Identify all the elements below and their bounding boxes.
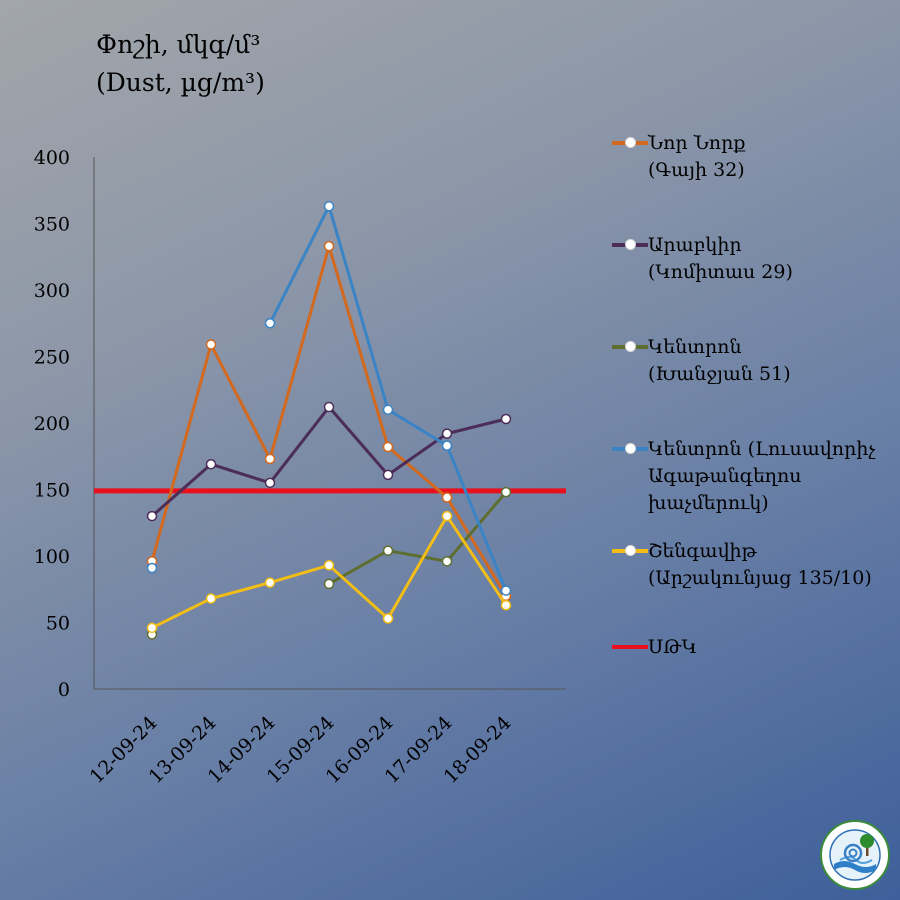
legend-label: Շենգավիթ <box>648 540 757 562</box>
data-point <box>382 545 394 556</box>
data-point <box>500 413 512 425</box>
data-point <box>264 453 276 465</box>
y-tick-label: 400 <box>34 147 70 169</box>
legend-label: (Խանջյան 51) <box>648 363 791 385</box>
series-line <box>328 491 508 586</box>
series-1 <box>146 240 512 602</box>
data-point <box>441 556 453 567</box>
legend-swatch <box>612 239 648 250</box>
legend-label: (Արշակունյաց 135/10) <box>648 567 872 589</box>
legend-label: Արաբկիր <box>648 234 742 256</box>
legend-label: Կենտրոն (Լուսավորիչ <box>648 438 876 460</box>
chart-axes: 05010015020025030035040012-09-2413-09-24… <box>34 147 566 788</box>
chart-title: Փոշի, մկգ/մ³ (Dust, µg/m³) <box>96 26 265 102</box>
legend-marker <box>625 341 636 352</box>
data-point <box>441 440 453 451</box>
data-point <box>500 486 512 498</box>
y-tick-label: 0 <box>58 679 70 701</box>
series-line <box>151 514 508 630</box>
legend-marker <box>625 545 636 556</box>
legend-item-series-2: Արաբկիր (Կոմիտաս 29) <box>612 232 900 286</box>
data-point <box>500 599 512 611</box>
legend-swatch <box>612 545 648 556</box>
data-point <box>382 441 394 453</box>
y-tick-label: 50 <box>46 613 70 635</box>
data-point <box>441 428 453 439</box>
legend-swatch <box>612 137 648 148</box>
data-point <box>382 404 394 415</box>
data-point <box>205 458 217 470</box>
series-layer <box>146 200 512 640</box>
ministry-emblem-icon <box>820 820 890 890</box>
data-point <box>264 477 276 489</box>
legend-item-series-1: Նոր Նորք (Գայի 32) <box>612 130 900 184</box>
legend-swatch <box>612 443 648 454</box>
series-2 <box>146 401 512 522</box>
legend-marker <box>625 137 636 148</box>
data-point <box>441 510 453 522</box>
legend-label: խաչմերուկ) <box>648 492 769 514</box>
data-point <box>264 318 276 329</box>
data-point <box>323 560 335 571</box>
data-point <box>500 585 512 596</box>
data-point <box>205 593 217 604</box>
legend-label: Նոր Նորք <box>648 132 746 154</box>
legend-label: (Կոմիտաս 29) <box>648 261 793 283</box>
y-tick-label: 100 <box>34 546 70 568</box>
data-point <box>323 240 335 252</box>
data-point <box>146 510 158 522</box>
y-tick-label: 250 <box>34 347 70 369</box>
legend-label: Ագաթանգեղոս <box>648 465 802 487</box>
legend-item-threshold: ՍԹԿ <box>612 634 900 661</box>
series-5 <box>146 510 512 634</box>
y-tick-label: 150 <box>34 480 70 502</box>
legend-label: Կենտրոն <box>648 336 742 358</box>
data-point <box>323 401 335 413</box>
series-4 <box>146 200 512 596</box>
data-point <box>323 578 335 590</box>
legend-label: ՍԹԿ <box>648 636 697 658</box>
data-point <box>323 200 335 212</box>
data-point <box>441 492 453 503</box>
series-line <box>150 244 508 597</box>
data-point <box>146 622 158 634</box>
legend-item-series-5: Շենգավիթ (Արշակունյաց 135/10) <box>612 538 900 592</box>
series-3 <box>146 486 512 640</box>
title-line-armenian: Փոշի, մկգ/մ³ <box>96 30 261 59</box>
data-point <box>264 577 276 588</box>
legend-swatch <box>612 341 648 352</box>
legend-marker <box>625 443 636 454</box>
title-line-english: (Dust, µg/m³) <box>96 68 265 97</box>
y-tick-label: 300 <box>34 280 70 302</box>
data-point <box>205 339 217 350</box>
legend-label: (Գայի 32) <box>648 159 745 181</box>
legend-marker <box>625 239 636 250</box>
legend-item-series-4: Կենտրոն (Լուսավորիչ Ագաթանգեղոս խաչմերուկ) <box>612 436 900 517</box>
data-point <box>146 562 158 574</box>
data-point <box>382 469 394 481</box>
data-point <box>382 613 394 624</box>
y-tick-label: 200 <box>34 413 70 435</box>
y-tick-label: 350 <box>34 214 70 236</box>
legend-swatch <box>612 645 648 649</box>
legend-item-series-3: Կենտրոն (Խանջյան 51) <box>612 334 900 388</box>
